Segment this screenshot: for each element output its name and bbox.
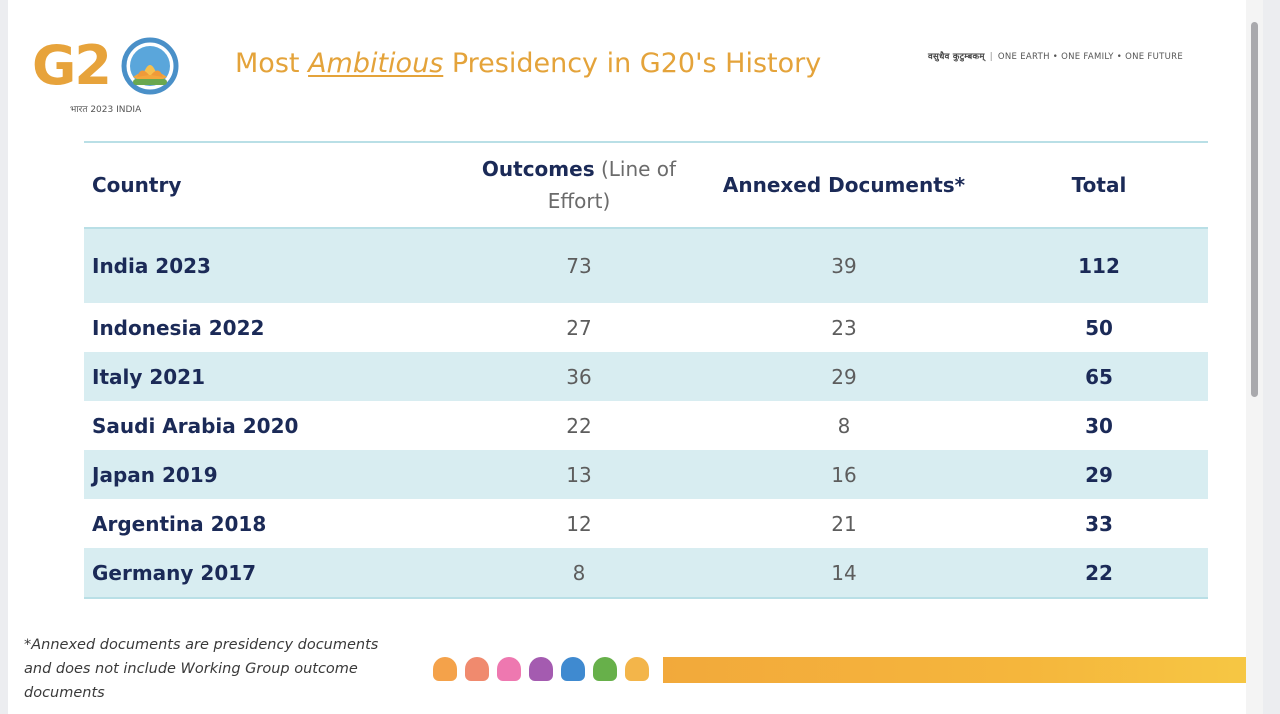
decorative-dot [465, 657, 489, 681]
annexed-cell: 39 [831, 254, 857, 278]
total-cell: 33 [1085, 511, 1113, 536]
slide-title: Most Ambitious Presidency in G20's Histo… [235, 48, 821, 79]
country-cell: Argentina 2018 [92, 511, 267, 536]
total-cell: 29 [1085, 462, 1113, 487]
decorative-dot [497, 657, 521, 681]
annexed-cell: 23 [831, 315, 857, 340]
outcomes-cell: 27 [566, 315, 592, 340]
country-cell: India 2023 [92, 254, 211, 278]
country-cell: Germany 2017 [92, 560, 257, 585]
decorative-dots [433, 657, 649, 683]
annexed-cell: 21 [831, 511, 857, 536]
outcomes-cell: 8 [572, 560, 586, 585]
presidency-table: Country Outcomes (Line of Effort) Annexe… [84, 141, 1208, 599]
header-annexed-cell: Annexed Documents* [704, 143, 984, 227]
logo-wordmark: G2 [32, 34, 112, 97]
annexed-cell: 29 [831, 364, 857, 389]
total-cell: 30 [1085, 413, 1113, 438]
total-cell: 22 [1085, 560, 1113, 585]
g20-logo: G2 भारत 2023 INDIA [32, 36, 192, 126]
table-row: Japan 2019 13 16 29 [84, 450, 1208, 499]
country-cell: Indonesia 2022 [92, 315, 265, 340]
scrollbar[interactable] [1246, 0, 1263, 714]
title-prefix: Most [235, 48, 309, 79]
table-row: Italy 2021 36 29 65 [84, 352, 1208, 401]
table-row: Argentina 2018 12 21 33 [84, 499, 1208, 548]
outcomes-cell: 22 [566, 413, 592, 438]
country-cell: Japan 2019 [92, 462, 218, 487]
total-cell: 50 [1085, 315, 1113, 340]
title-emphasis: Ambitious [308, 48, 444, 79]
table-row: Germany 2017 8 14 22 [84, 548, 1208, 599]
header-country-cell: Country [92, 143, 462, 227]
table-top-rule [84, 141, 1208, 143]
header-total-cell: Total [1004, 143, 1194, 227]
decorative-dot [593, 657, 617, 681]
header-motto: वसुधैव कुटुम्बकम् | ONE EARTH • ONE FAMILY… [928, 51, 1183, 62]
decorative-orange-bar [663, 657, 1263, 683]
motto-separator: | [989, 52, 993, 62]
decorative-dot [529, 657, 553, 681]
annexed-cell: 16 [831, 462, 857, 487]
presentation-slide: G2 भारत 2023 INDIA Most Ambitious Presid… [8, 0, 1263, 714]
header-outcomes-bold: Outcomes [481, 157, 595, 181]
decorative-dot [625, 657, 649, 681]
header-outcomes: Outcomes (Line of Effort) [474, 153, 684, 217]
scrollbar-thumb[interactable] [1251, 22, 1258, 397]
outcomes-cell: 36 [566, 364, 592, 389]
table-header-row: Country Outcomes (Line of Effort) Annexe… [84, 143, 1208, 229]
motto-hindi: वसुधैव कुटुम्बकम् [928, 52, 985, 62]
header-country: Country [92, 173, 182, 197]
decorative-dot [433, 657, 457, 681]
annexed-cell: 14 [831, 560, 857, 585]
total-cell: 112 [1078, 254, 1120, 278]
outcomes-cell: 12 [566, 511, 592, 536]
header-annexed: Annexed Documents* [722, 173, 966, 197]
motto-english: ONE EARTH • ONE FAMILY • ONE FUTURE [997, 52, 1184, 62]
total-cell: 65 [1085, 364, 1113, 389]
title-suffix: Presidency in G20's History [443, 48, 822, 79]
annexed-cell: 8 [837, 413, 851, 438]
table-row: Saudi Arabia 2020 22 8 30 [84, 401, 1208, 450]
header-total: Total [1071, 173, 1127, 197]
header-outcomes-sub: (Line of Effort) [547, 157, 677, 213]
logo-tagline: भारत 2023 INDIA [70, 105, 142, 115]
table-row: India 2023 73 39 112 [84, 229, 1208, 303]
header-outcomes-cell: Outcomes (Line of Effort) [474, 143, 684, 227]
lotus-globe-icon [121, 37, 179, 95]
outcomes-cell: 73 [566, 254, 592, 278]
country-cell: Italy 2021 [92, 364, 206, 389]
country-cell: Saudi Arabia 2020 [92, 413, 299, 438]
decorative-dot [561, 657, 585, 681]
footnote: *Annexed documents are presidency docume… [24, 637, 379, 701]
outcomes-cell: 13 [566, 462, 592, 487]
table-row: Indonesia 2022 27 23 50 [84, 303, 1208, 352]
